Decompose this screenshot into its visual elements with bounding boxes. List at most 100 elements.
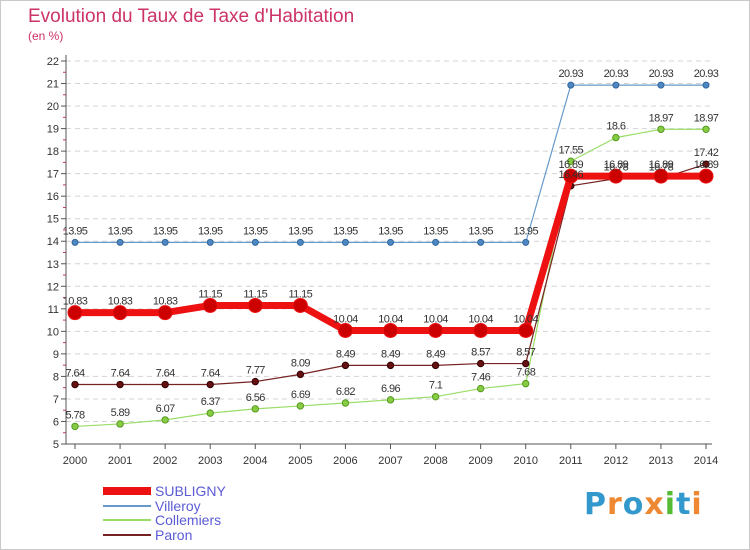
- logo-letter: x: [644, 487, 665, 522]
- data-point-subligny: [518, 322, 534, 338]
- x-tick-label: 2004: [243, 455, 267, 467]
- data-point-collemiers: [567, 157, 575, 165]
- logo-letter: i: [664, 487, 677, 522]
- data-label-subligny: 16.89: [604, 159, 629, 171]
- data-label-paron: 7.64: [201, 368, 220, 380]
- data-point-collemiers: [71, 422, 79, 431]
- data-point-subligny: [67, 305, 83, 321]
- data-label-collemiers: 5.89: [111, 407, 130, 419]
- data-label-subligny: 10.04: [513, 313, 538, 325]
- x-tick-label: 2008: [423, 455, 447, 467]
- data-point-villeroy: [387, 238, 394, 246]
- data-label-collemiers: 7.68: [516, 367, 535, 379]
- data-point-villeroy: [71, 238, 79, 246]
- data-point-villeroy: [477, 238, 485, 246]
- data-label-villeroy: 13.95: [423, 225, 448, 237]
- legend-item-subligny: SUBLIGNY: [103, 484, 303, 499]
- proxiti-logo: Proxiti: [584, 487, 703, 522]
- data-point-collemiers: [161, 416, 169, 424]
- y-tick-label: 10: [47, 326, 59, 338]
- data-point-villeroy: [522, 238, 530, 246]
- data-label-villeroy: 13.95: [243, 225, 268, 237]
- y-tick-label: 17: [47, 169, 59, 181]
- legend-swatch: [103, 487, 151, 495]
- axes: 5 6 7 8 9 10 11 12 13 14 15 16 17 18 19 20 21 22 2000 2001 2…: [47, 55, 718, 467]
- data-label-paron: 8.09: [291, 357, 310, 369]
- data-label-villeroy: 13.95: [378, 225, 403, 237]
- data-label-villeroy: 13.95: [333, 225, 358, 237]
- data-label-subligny: 11.15: [288, 288, 312, 300]
- legend-label: Paron: [155, 526, 193, 543]
- x-tick-label: 2013: [649, 455, 673, 467]
- data-point-collemiers: [206, 409, 214, 417]
- data-label-collemiers: 18.97: [694, 112, 719, 124]
- data-label-villeroy: 20.93: [694, 68, 719, 80]
- data-label-collemiers: 18.6: [606, 121, 625, 133]
- data-label-subligny: 16.89: [649, 159, 674, 171]
- data-label-subligny: 10.83: [108, 296, 133, 308]
- data-point-paron: [296, 370, 305, 379]
- data-point-subligny: [383, 322, 398, 338]
- legend-swatch: [103, 504, 151, 507]
- data-label-collemiers: 5.78: [65, 409, 84, 421]
- data-point-collemiers: [116, 420, 124, 428]
- x-tick-label: 2001: [108, 455, 132, 467]
- data-point-collemiers: [386, 396, 395, 404]
- logo-letter: i: [691, 487, 703, 522]
- data-point-villeroy: [702, 81, 710, 89]
- data-label-villeroy: 13.95: [63, 225, 88, 237]
- data-label-collemiers: 7.46: [471, 372, 490, 384]
- data-point-paron: [341, 361, 350, 370]
- data-point-villeroy: [296, 238, 304, 246]
- x-tick-label: 2011: [559, 455, 583, 467]
- data-point-villeroy: [251, 238, 259, 246]
- data-point-subligny: [653, 168, 669, 184]
- data-point-paron: [702, 160, 710, 168]
- x-tick-label: 2005: [288, 455, 312, 467]
- data-label-subligny: 10.83: [63, 296, 88, 308]
- data-label-collemiers: 6.56: [246, 392, 265, 404]
- data-point-subligny: [247, 297, 263, 313]
- data-label-paron: 8.49: [336, 348, 355, 360]
- y-tick-label: 9: [53, 349, 59, 361]
- data-label-subligny: 10.83: [153, 296, 178, 308]
- data-label-collemiers: 6.96: [381, 383, 400, 395]
- data-label-subligny: 16.89: [694, 159, 719, 171]
- logo-letter: t: [676, 487, 692, 522]
- logo-letter: r: [607, 487, 623, 522]
- data-point-collemiers: [476, 384, 485, 393]
- legend-item-paron: Paron: [103, 528, 303, 543]
- data-label-collemiers: 6.07: [156, 403, 175, 415]
- data-label-villeroy: 13.95: [108, 225, 133, 237]
- x-tick-label: 2006: [333, 455, 357, 467]
- data-label-paron: 16.78: [604, 162, 629, 174]
- x-tick-label: 2010: [513, 455, 537, 467]
- y-tick-label: 12: [47, 281, 59, 293]
- data-point-villeroy: [567, 81, 575, 89]
- data-point-villeroy: [657, 81, 665, 89]
- data-label-paron: 8.49: [381, 348, 400, 360]
- logo-letter: o: [622, 487, 645, 522]
- legend-item-villeroy: Villeroy: [103, 499, 303, 514]
- data-label-collemiers: 6.69: [291, 389, 310, 401]
- x-tick-label: 2009: [468, 455, 492, 467]
- y-tick-label: 11: [48, 304, 59, 316]
- data-point-paron: [116, 380, 124, 389]
- data-point-subligny: [337, 322, 353, 338]
- data-point-subligny: [608, 168, 624, 184]
- data-label-collemiers: 6.82: [336, 386, 355, 398]
- data-point-villeroy: [206, 238, 214, 246]
- data-point-subligny: [157, 305, 173, 321]
- data-label-paron: 16.78: [649, 162, 674, 174]
- data-point-villeroy: [341, 238, 349, 246]
- data-point-subligny: [202, 297, 218, 313]
- y-tick-label: 15: [47, 214, 59, 226]
- data-point-subligny: [428, 322, 444, 338]
- data-point-collemiers: [251, 405, 259, 413]
- data-label-collemiers: 6.37: [201, 396, 220, 408]
- y-tick-label: 13: [47, 259, 59, 271]
- data-label-paron: 7.64: [111, 368, 130, 380]
- data-point-collemiers: [702, 125, 710, 133]
